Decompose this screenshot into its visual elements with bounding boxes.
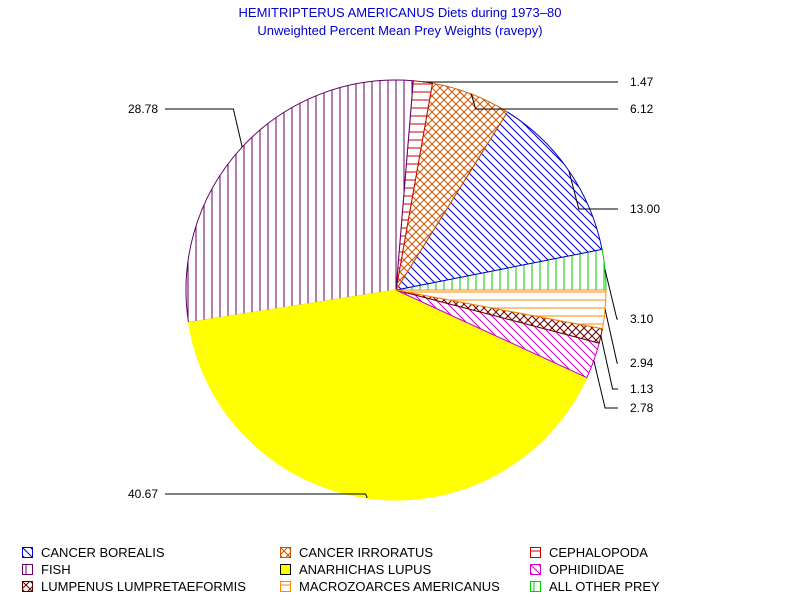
legend-swatch-cephalopoda [530,546,541,558]
leader-line-ophidiidae [593,360,618,409]
legend-label: FISH [41,561,71,577]
legend-swatch-all-other-prey [530,580,541,592]
leader-line-lumpenus-lumpretaeformis [600,335,618,390]
pie-slice-macrozoarces-americanus [395,289,607,330]
leader-line-fish [165,108,243,148]
legend-item-macrozoarces-americanus: MACROZOARCES AMERICANUS [280,578,500,594]
pie-slice-fish [185,79,414,324]
legend-item-cancer-borealis: CANCER BOREALIS [22,544,165,560]
legend-swatch-cancer-irroratus [280,546,291,558]
legend-swatch-macrozoarces-americanus [280,580,291,592]
data-label-all-other-prey: 3.10 [630,312,654,326]
legend-label: CANCER IRRORATUS [299,544,434,560]
chart-titles: HEMITRIPTERUS AMERICANUS Diets during 19… [0,4,800,40]
legend-swatch-cancer-borealis [22,546,33,558]
legend-swatch-fish [22,563,33,575]
legend-item-cephalopoda: CEPHALOPODA [530,544,648,560]
legend-item-lumpenus-lumpretaeformis: LUMPENUS LUMPRETAEFORMIS [22,578,246,594]
data-label-ophidiidae: 2.78 [630,401,654,415]
leader-line-cancer-irroratus [470,93,618,110]
legend-item-fish: FISH [22,561,71,577]
pie-chart: 3.10 13.00 6.12 1.47 28.78 40.67 2.78 1.13 2.94 [128,75,660,501]
leader-line-anarhichas-lupus [165,493,368,499]
leader-line-cancer-borealis [568,170,618,210]
data-label-cancer-borealis: 13.00 [630,202,660,216]
legend-label: CEPHALOPODA [549,544,648,560]
data-label-macrozoarces-americanus: 2.94 [630,356,654,370]
legend-item-cancer-irroratus: CANCER IRRORATUS [280,544,433,560]
slice-labels: 3.10 13.00 6.12 1.47 28.78 40.67 2.78 1.13 2.94 [128,75,660,501]
data-label-lumpenus-lumpretaeformis: 1.13 [630,382,654,396]
legend-label: OPHIDIIDAE [549,561,625,577]
legend-label: ALL OTHER PREY [549,578,660,594]
legend-label: MACROZOARCES AMERICANUS [299,578,500,594]
chart-title: HEMITRIPTERUS AMERICANUS Diets during 19… [238,5,562,20]
legend-item-ophidiidae: OPHIDIIDAE [530,561,624,577]
legend-item-anarhichas-lupus: ANARHICHAS LUPUS [280,561,431,577]
data-label-anarhichas-lupus: 40.67 [128,487,158,501]
data-label-cancer-irroratus: 6.12 [630,102,654,116]
leader-line-all-other-prey [604,269,618,320]
data-label-cephalopoda: 1.47 [630,75,654,89]
chart-subtitle: Unweighted Percent Mean Prey Weights (ra… [257,23,543,38]
pie-slices [185,79,607,501]
leader-lines [165,81,618,499]
legend-swatch-anarhichas-lupus [280,563,291,575]
leader-line-macrozoarces-americanus [604,309,618,364]
legend-swatch-lumpenus-lumpretaeformis [22,580,33,592]
legend-label: CANCER BOREALIS [41,544,165,560]
data-label-fish: 28.78 [128,102,158,116]
legend-label: ANARHICHAS LUPUS [299,561,432,577]
legend-label: LUMPENUS LUMPRETAEFORMIS [41,578,246,594]
legend-swatch-ophidiidae [530,563,541,575]
legend-item-all-other-prey: ALL OTHER PREY [530,578,660,594]
